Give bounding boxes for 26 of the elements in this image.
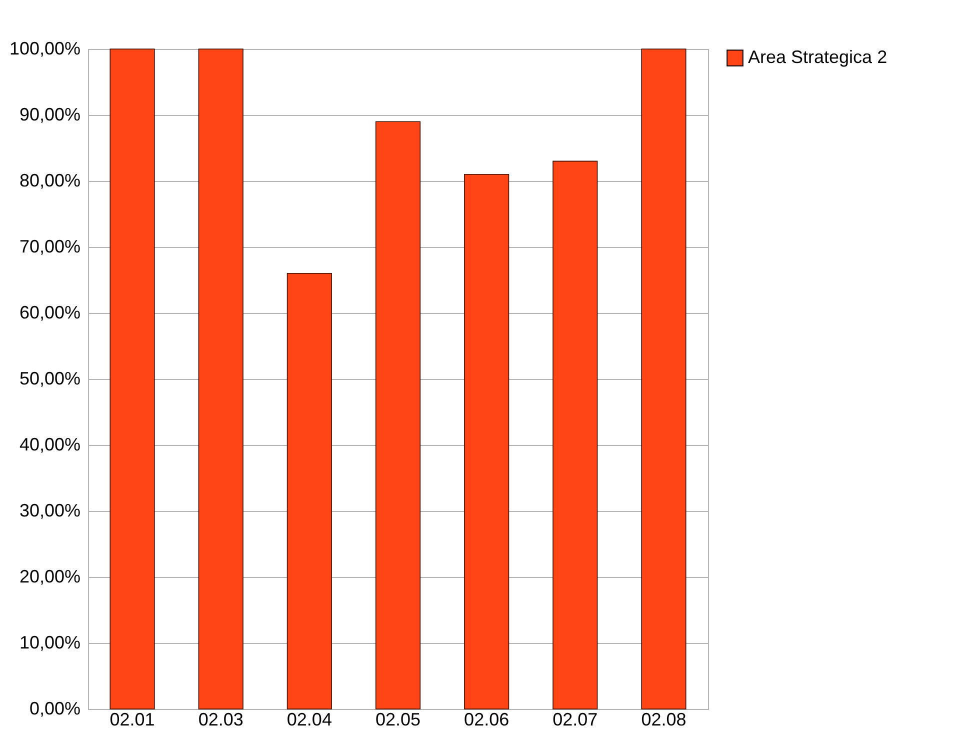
x-tick-label: 02.01 — [110, 710, 155, 730]
bar — [110, 48, 155, 710]
x-tick-label: 02.07 — [552, 710, 598, 730]
y-tick-label: 0,00% — [29, 698, 80, 718]
bar — [464, 174, 510, 710]
y-tick-label: 50,00% — [19, 368, 80, 388]
bar — [641, 48, 686, 710]
bar — [286, 273, 332, 710]
y-tick-label: 40,00% — [19, 434, 80, 454]
legend-label: Area Strategica 2 — [748, 47, 888, 67]
y-tick-label: 70,00% — [19, 236, 80, 256]
y-tick-label: 60,00% — [19, 302, 80, 322]
y-tick-label: 80,00% — [19, 170, 80, 190]
y-tick-label: 90,00% — [19, 104, 80, 124]
x-tick-label: 02.04 — [286, 710, 332, 730]
bar — [552, 160, 598, 710]
y-tick-label: 30,00% — [19, 500, 80, 520]
x-tick-label: 02.08 — [641, 710, 686, 730]
bar — [198, 48, 244, 710]
x-tick-label: 02.06 — [464, 710, 510, 730]
bar — [375, 121, 421, 710]
y-tick-label: 100,00% — [9, 38, 80, 58]
y-tick-label: 20,00% — [19, 566, 80, 586]
x-tick-label: 02.03 — [198, 710, 244, 730]
y-tick-label: 10,00% — [19, 632, 80, 652]
x-tick-label: 02.05 — [375, 710, 421, 730]
